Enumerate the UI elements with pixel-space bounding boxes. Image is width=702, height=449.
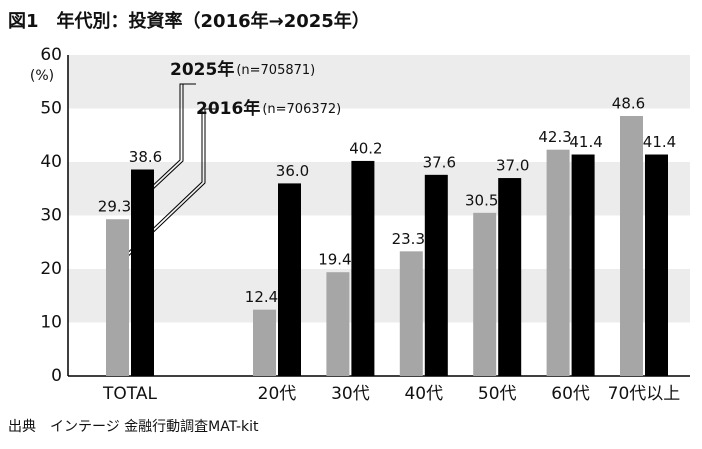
x-tick-label: TOTAL (102, 384, 157, 404)
x-tick-label: 40代 (404, 384, 443, 404)
chart-title: 図1 年代別：投資率（2016年→2025年） (8, 10, 370, 32)
bar (131, 169, 154, 376)
legend-name: 2025年 (170, 59, 234, 80)
x-tick-label: 60代 (551, 384, 590, 404)
grid-band (68, 269, 690, 323)
legend-label: 2016年 (n=706372) (196, 98, 341, 119)
bar (253, 309, 276, 376)
value-label: 29.3 (98, 198, 131, 216)
legend-name: 2016年 (196, 98, 260, 119)
bar (620, 115, 643, 377)
value-label: 41.4 (569, 133, 602, 151)
value-label: 36.0 (276, 162, 309, 180)
bar (399, 251, 423, 376)
y-tick-label: 10 (40, 313, 62, 333)
bar (473, 212, 497, 376)
value-label: 37.6 (423, 153, 456, 171)
y-tick-label: 50 (40, 99, 62, 119)
x-tick-label: 20代 (258, 384, 297, 404)
legend-sample: (n=706372) (262, 102, 341, 117)
value-label: 19.4 (318, 251, 351, 269)
y-tick-label: 20 (40, 259, 62, 279)
grid-band (68, 55, 690, 109)
y-tick-label: 30 (40, 206, 62, 226)
source: 出典 インテージ 金融行動調査MAT-kit (8, 419, 259, 435)
grid (68, 55, 690, 323)
value-label: 37.0 (496, 157, 529, 175)
x-tick-label: 50代 (478, 384, 517, 404)
x-tick-label: 70代以上 (608, 384, 681, 404)
bar (546, 149, 570, 376)
bar (498, 178, 522, 376)
value-label: 48.6 (612, 94, 645, 112)
bar (571, 154, 595, 376)
bar (351, 160, 375, 376)
y-tick-label: 60 (40, 45, 62, 65)
bar (645, 154, 668, 376)
value-label: 40.2 (349, 139, 382, 157)
bar (278, 183, 301, 376)
value-label: 42.3 (538, 128, 571, 146)
value-label: 30.5 (465, 191, 498, 209)
x-tick-label: 30代 (331, 384, 370, 404)
bar (326, 272, 350, 376)
bar (106, 219, 129, 376)
value-label: 41.4 (643, 133, 676, 151)
legend-sample: (n=705871) (236, 63, 315, 78)
value-label: 38.6 (129, 148, 162, 166)
y-unit: (%) (30, 68, 54, 84)
grid-band (68, 162, 690, 216)
bar (424, 174, 448, 376)
y-tick-label: 40 (40, 152, 62, 172)
y-tick-label: 0 (51, 366, 62, 386)
legend-label: 2025年 (n=705871) (170, 59, 315, 80)
value-label: 23.3 (392, 230, 425, 248)
value-label: 12.4 (245, 288, 278, 306)
